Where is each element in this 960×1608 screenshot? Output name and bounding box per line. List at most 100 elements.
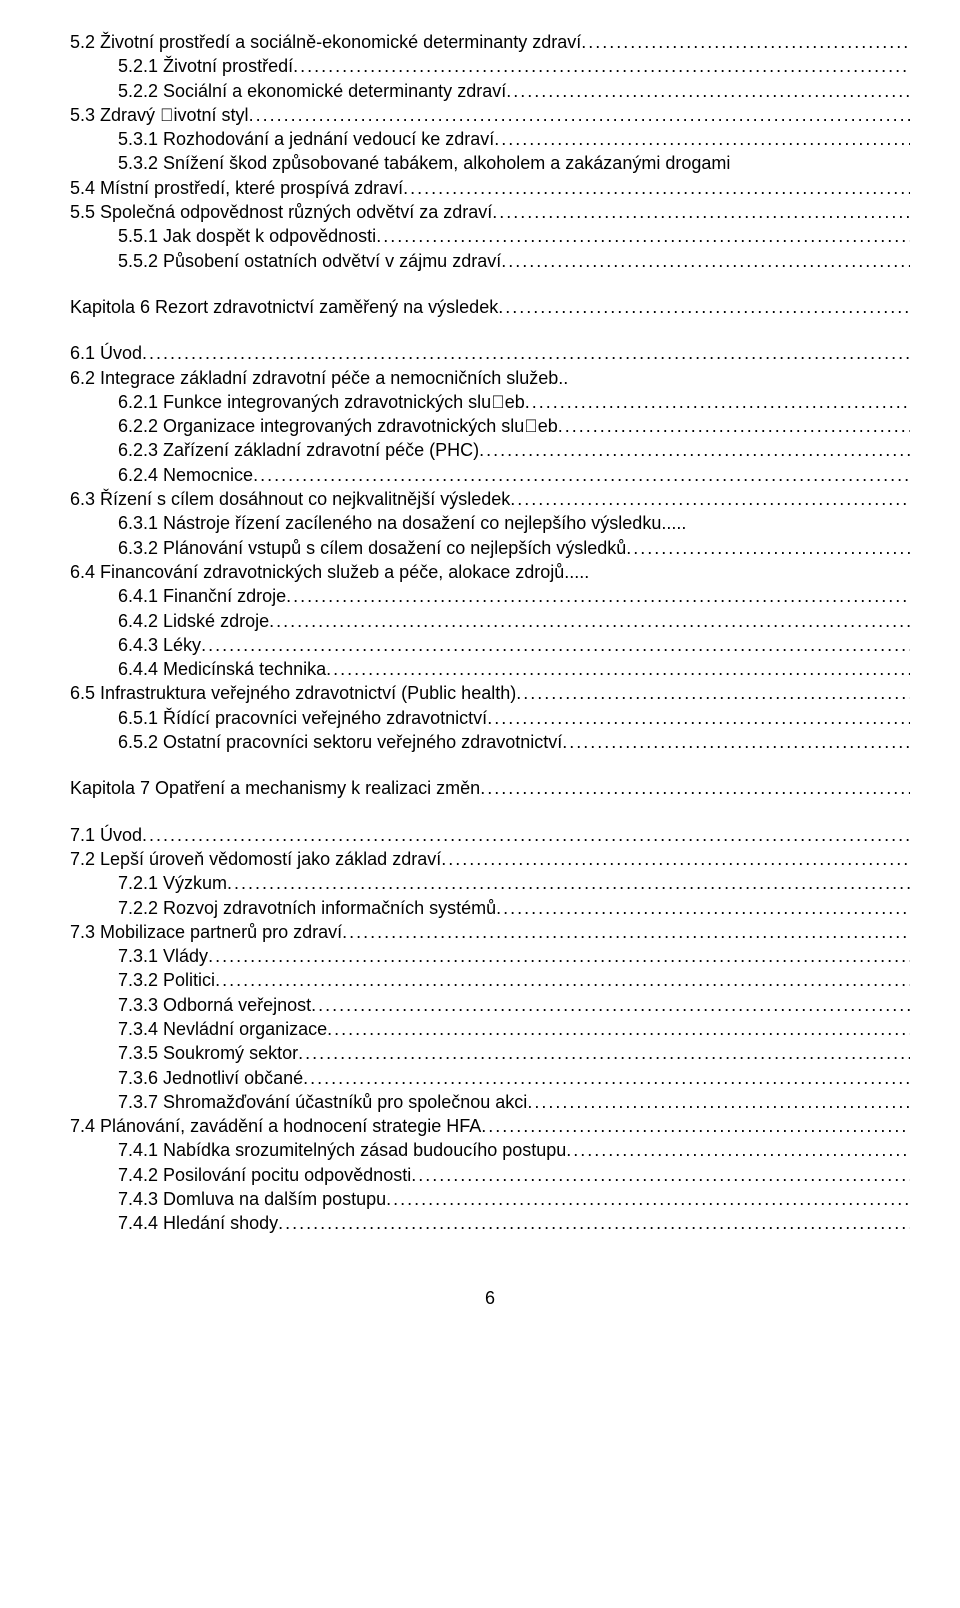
toc-leader-dots (516, 681, 910, 705)
toc-leader-dots (562, 730, 910, 754)
toc-leader-dots (311, 993, 910, 1017)
toc-leader-dots (215, 968, 910, 992)
toc-line: 5.3.1 Rozhodování a jednání vedoucí ke z… (70, 127, 910, 151)
toc-text: 6.3 Řízení s cílem dosáhnout co nejkvali… (70, 487, 510, 511)
toc-line: 7.4.4 Hledání shody (70, 1211, 910, 1235)
page-number: 6 (70, 1286, 910, 1310)
toc-line: 6.2 Integrace základní zdravotní péče a … (70, 366, 910, 390)
toc-leader-dots (376, 224, 910, 248)
toc-line: 5.3.2 Snížení škod způsobované tabákem, … (70, 151, 910, 175)
table-of-contents: 5.2 Životní prostředí a sociálně-ekonomi… (70, 30, 910, 1236)
toc-leader-dots (506, 79, 910, 103)
toc-line: 6.2.4 Nemocnice (70, 463, 910, 487)
toc-text: 6.4.1 Finanční zdroje (118, 584, 286, 608)
toc-leader-dots (142, 341, 910, 365)
toc-text: 6.5.2 Ostatní pracovníci sektoru veřejné… (118, 730, 562, 754)
toc-text: 6.4 Financování zdravotnických služeb a … (70, 560, 589, 584)
toc-leader-dots (303, 1066, 910, 1090)
toc-leader-dots (501, 249, 910, 273)
gap (70, 754, 910, 776)
toc-text: 5.3.1 Rozhodování a jednání vedoucí ke z… (118, 127, 494, 151)
toc-line: 6.3 Řízení s cílem dosáhnout co nejkvali… (70, 487, 910, 511)
toc-leader-dots (403, 176, 910, 200)
toc-line: 5.2 Životní prostředí a sociálně-ekonomi… (70, 30, 910, 54)
toc-text: 5.2.2 Sociální a ekonomické determinanty… (118, 79, 506, 103)
toc-leader-dots (201, 633, 910, 657)
toc-line: 7.2.1 Výzkum (70, 871, 910, 895)
toc-text: 7.2 Lepší úroveň vědomostí jako základ z… (70, 847, 441, 871)
toc-text: 5.2 Životní prostředí a sociálně-ekonomi… (70, 30, 581, 54)
toc-text: 7.4 Plánování, zavádění a hodnocení stra… (70, 1114, 481, 1138)
toc-text: 6.2.3 Zařízení základní zdravotní péče (… (118, 438, 479, 462)
toc-line: 6.5.1 Řídící pracovníci veřejného zdravo… (70, 706, 910, 730)
toc-text: 6.2.2 Organizace integrovaných zdravotni… (118, 414, 558, 438)
toc-leader-dots (479, 438, 910, 462)
toc-line: 6.5.2 Ostatní pracovníci sektoru veřejné… (70, 730, 910, 754)
toc-line: 6.4 Financování zdravotnických služeb a … (70, 560, 910, 584)
toc-leader-dots (208, 944, 910, 968)
toc-line: 7.1 Úvod (70, 823, 910, 847)
toc-text: 6.1 Úvod (70, 341, 142, 365)
toc-line: 5.3 Zdravý ￿ivotní styl (70, 103, 910, 127)
toc-line: 6.4.2 Lidské zdroje (70, 609, 910, 633)
toc-line: 6.2.1 Funkce integrovaných zdravotnickýc… (70, 390, 910, 414)
toc-text: 7.3 Mobilizace partnerů pro zdraví (70, 920, 342, 944)
toc-text: 7.4.2 Posilování pocitu odpovědnosti (118, 1163, 411, 1187)
toc-leader-dots (278, 1211, 910, 1235)
toc-text: 5.2.1 Životní prostředí (118, 54, 293, 78)
toc-text: 5.5 Společná odpovědnost různých odvětví… (70, 200, 492, 224)
toc-leader-dots (558, 414, 910, 438)
toc-line: 7.3.1 Vlády (70, 944, 910, 968)
toc-line: 7.3.5 Soukromý sektor (70, 1041, 910, 1065)
toc-leader-dots (487, 706, 910, 730)
toc-line: 6.1 Úvod (70, 341, 910, 365)
toc-text: 7.1 Úvod (70, 823, 142, 847)
toc-text: 6.4.3 Léky (118, 633, 201, 657)
toc-text: Kapitola 7 Opatření a mechanismy k reali… (70, 776, 480, 800)
toc-text: 7.3.6 Jednotliví občané (118, 1066, 303, 1090)
toc-line: 7.3.3 Odborná veřejnost (70, 993, 910, 1017)
toc-text: 7.3.7 Shromažďování účastníků pro společ… (118, 1090, 527, 1114)
toc-line: Kapitola 7 Opatření a mechanismy k reali… (70, 776, 910, 800)
gap (70, 319, 910, 341)
toc-line: 5.2.2 Sociální a ekonomické determinanty… (70, 79, 910, 103)
toc-leader-dots (581, 30, 910, 54)
toc-leader-dots (411, 1163, 910, 1187)
toc-line: 5.5.2 Působení ostatních odvětví v zájmu… (70, 249, 910, 273)
toc-leader-dots (253, 463, 910, 487)
toc-leader-dots (293, 54, 910, 78)
toc-leader-dots (527, 1090, 910, 1114)
toc-leader-dots (327, 1017, 910, 1041)
toc-leader-dots (298, 1041, 910, 1065)
toc-line: 7.4.2 Posilování pocitu odpovědnosti (70, 1163, 910, 1187)
toc-line: 6.4.4 Medicínská technika (70, 657, 910, 681)
toc-text: 6.3.1 Nástroje řízení zacíleného na dosa… (118, 511, 686, 535)
toc-line: 7.4.3 Domluva na dalším postupu (70, 1187, 910, 1211)
toc-text: 5.4 Místní prostředí, které prospívá zdr… (70, 176, 403, 200)
toc-text: 5.3 Zdravý ￿ivotní styl (70, 103, 249, 127)
gap (70, 801, 910, 823)
toc-line: 5.4 Místní prostředí, které prospívá zdr… (70, 176, 910, 200)
toc-leader-dots (510, 487, 910, 511)
toc-line: 7.3.4 Nevládní organizace (70, 1017, 910, 1041)
toc-text: 7.4.3 Domluva na dalším postupu (118, 1187, 386, 1211)
toc-leader-dots (227, 871, 910, 895)
toc-text: 7.3.1 Vlády (118, 944, 208, 968)
gap (70, 273, 910, 295)
toc-leader-dots (386, 1187, 910, 1211)
toc-text: 7.3.5 Soukromý sektor (118, 1041, 298, 1065)
toc-line: 6.4.3 Léky (70, 633, 910, 657)
toc-text: 6.2.1 Funkce integrovaných zdravotnickýc… (118, 390, 525, 414)
toc-leader-dots (286, 584, 910, 608)
toc-text: Kapitola 6 Rezort zdravotnictví zaměřený… (70, 295, 498, 319)
toc-text: 7.2.1 Výzkum (118, 871, 227, 895)
toc-text: 5.5.2 Působení ostatních odvětví v zájmu… (118, 249, 501, 273)
toc-text: 5.5.1 Jak dospět k odpovědnosti (118, 224, 376, 248)
toc-line: 5.5.1 Jak dospět k odpovědnosti (70, 224, 910, 248)
toc-line: 7.4.1 Nabídka srozumitelných zásad budou… (70, 1138, 910, 1162)
toc-leader-dots (480, 776, 910, 800)
toc-text: 7.3.2 Politici (118, 968, 215, 992)
toc-text: 5.3.2 Snížení škod způsobované tabákem, … (118, 151, 730, 175)
toc-line: 6.3.2 Plánování vstupů s cílem dosažení … (70, 536, 910, 560)
toc-text: 6.2 Integrace základní zdravotní péče a … (70, 366, 568, 390)
